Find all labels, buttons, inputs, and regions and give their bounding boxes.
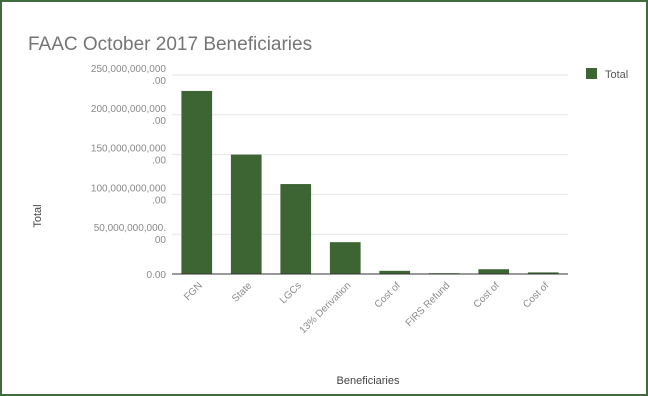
legend-label: Total xyxy=(605,69,628,81)
y-tick-label-cont: 00 xyxy=(155,235,167,246)
y-tick-label-cont: .00 xyxy=(152,116,166,127)
bars xyxy=(181,90,559,274)
y-tick-label: 50,000,000,000. xyxy=(94,223,166,234)
x-tick-label: FIRS Refund xyxy=(404,280,453,329)
y-tick-label: 100,000,000,000 xyxy=(91,183,167,194)
y-tick-label-cont: .00 xyxy=(152,156,166,167)
y-axis-ticks: 0.0050,000,000,000.00100,000,000,000.001… xyxy=(91,64,167,281)
bar xyxy=(280,184,312,274)
bar xyxy=(181,90,213,274)
x-tick-label: FGN xyxy=(182,280,205,303)
legend-swatch xyxy=(586,68,597,79)
y-tick-label-cont: .00 xyxy=(152,195,166,206)
bar xyxy=(379,270,411,274)
y-axis-title: Total xyxy=(32,204,44,227)
x-axis-title: Beneficiaries xyxy=(337,375,400,387)
bar xyxy=(329,242,361,274)
y-tick-label-cont: .00 xyxy=(152,76,166,87)
x-tick-label: Cost of xyxy=(521,280,551,310)
x-tick-label: LGCs xyxy=(278,280,304,306)
y-tick-label: 150,000,000,000 xyxy=(91,144,167,155)
bar xyxy=(230,154,262,274)
bar xyxy=(527,272,559,274)
legend: Total xyxy=(586,68,628,81)
x-tick-label: 13% Derivation xyxy=(298,280,354,336)
bar xyxy=(478,269,510,274)
y-tick-label: 0.00 xyxy=(147,270,167,281)
x-tick-label: Cost of xyxy=(373,280,403,310)
chart-title: FAAC October 2017 Beneficiaries xyxy=(28,34,312,55)
y-tick-label: 200,000,000,000 xyxy=(91,104,167,115)
y-tick-label: 250,000,000,000 xyxy=(91,64,167,75)
x-tick-label: Cost of xyxy=(472,280,502,310)
x-tick-label: State xyxy=(230,280,255,305)
